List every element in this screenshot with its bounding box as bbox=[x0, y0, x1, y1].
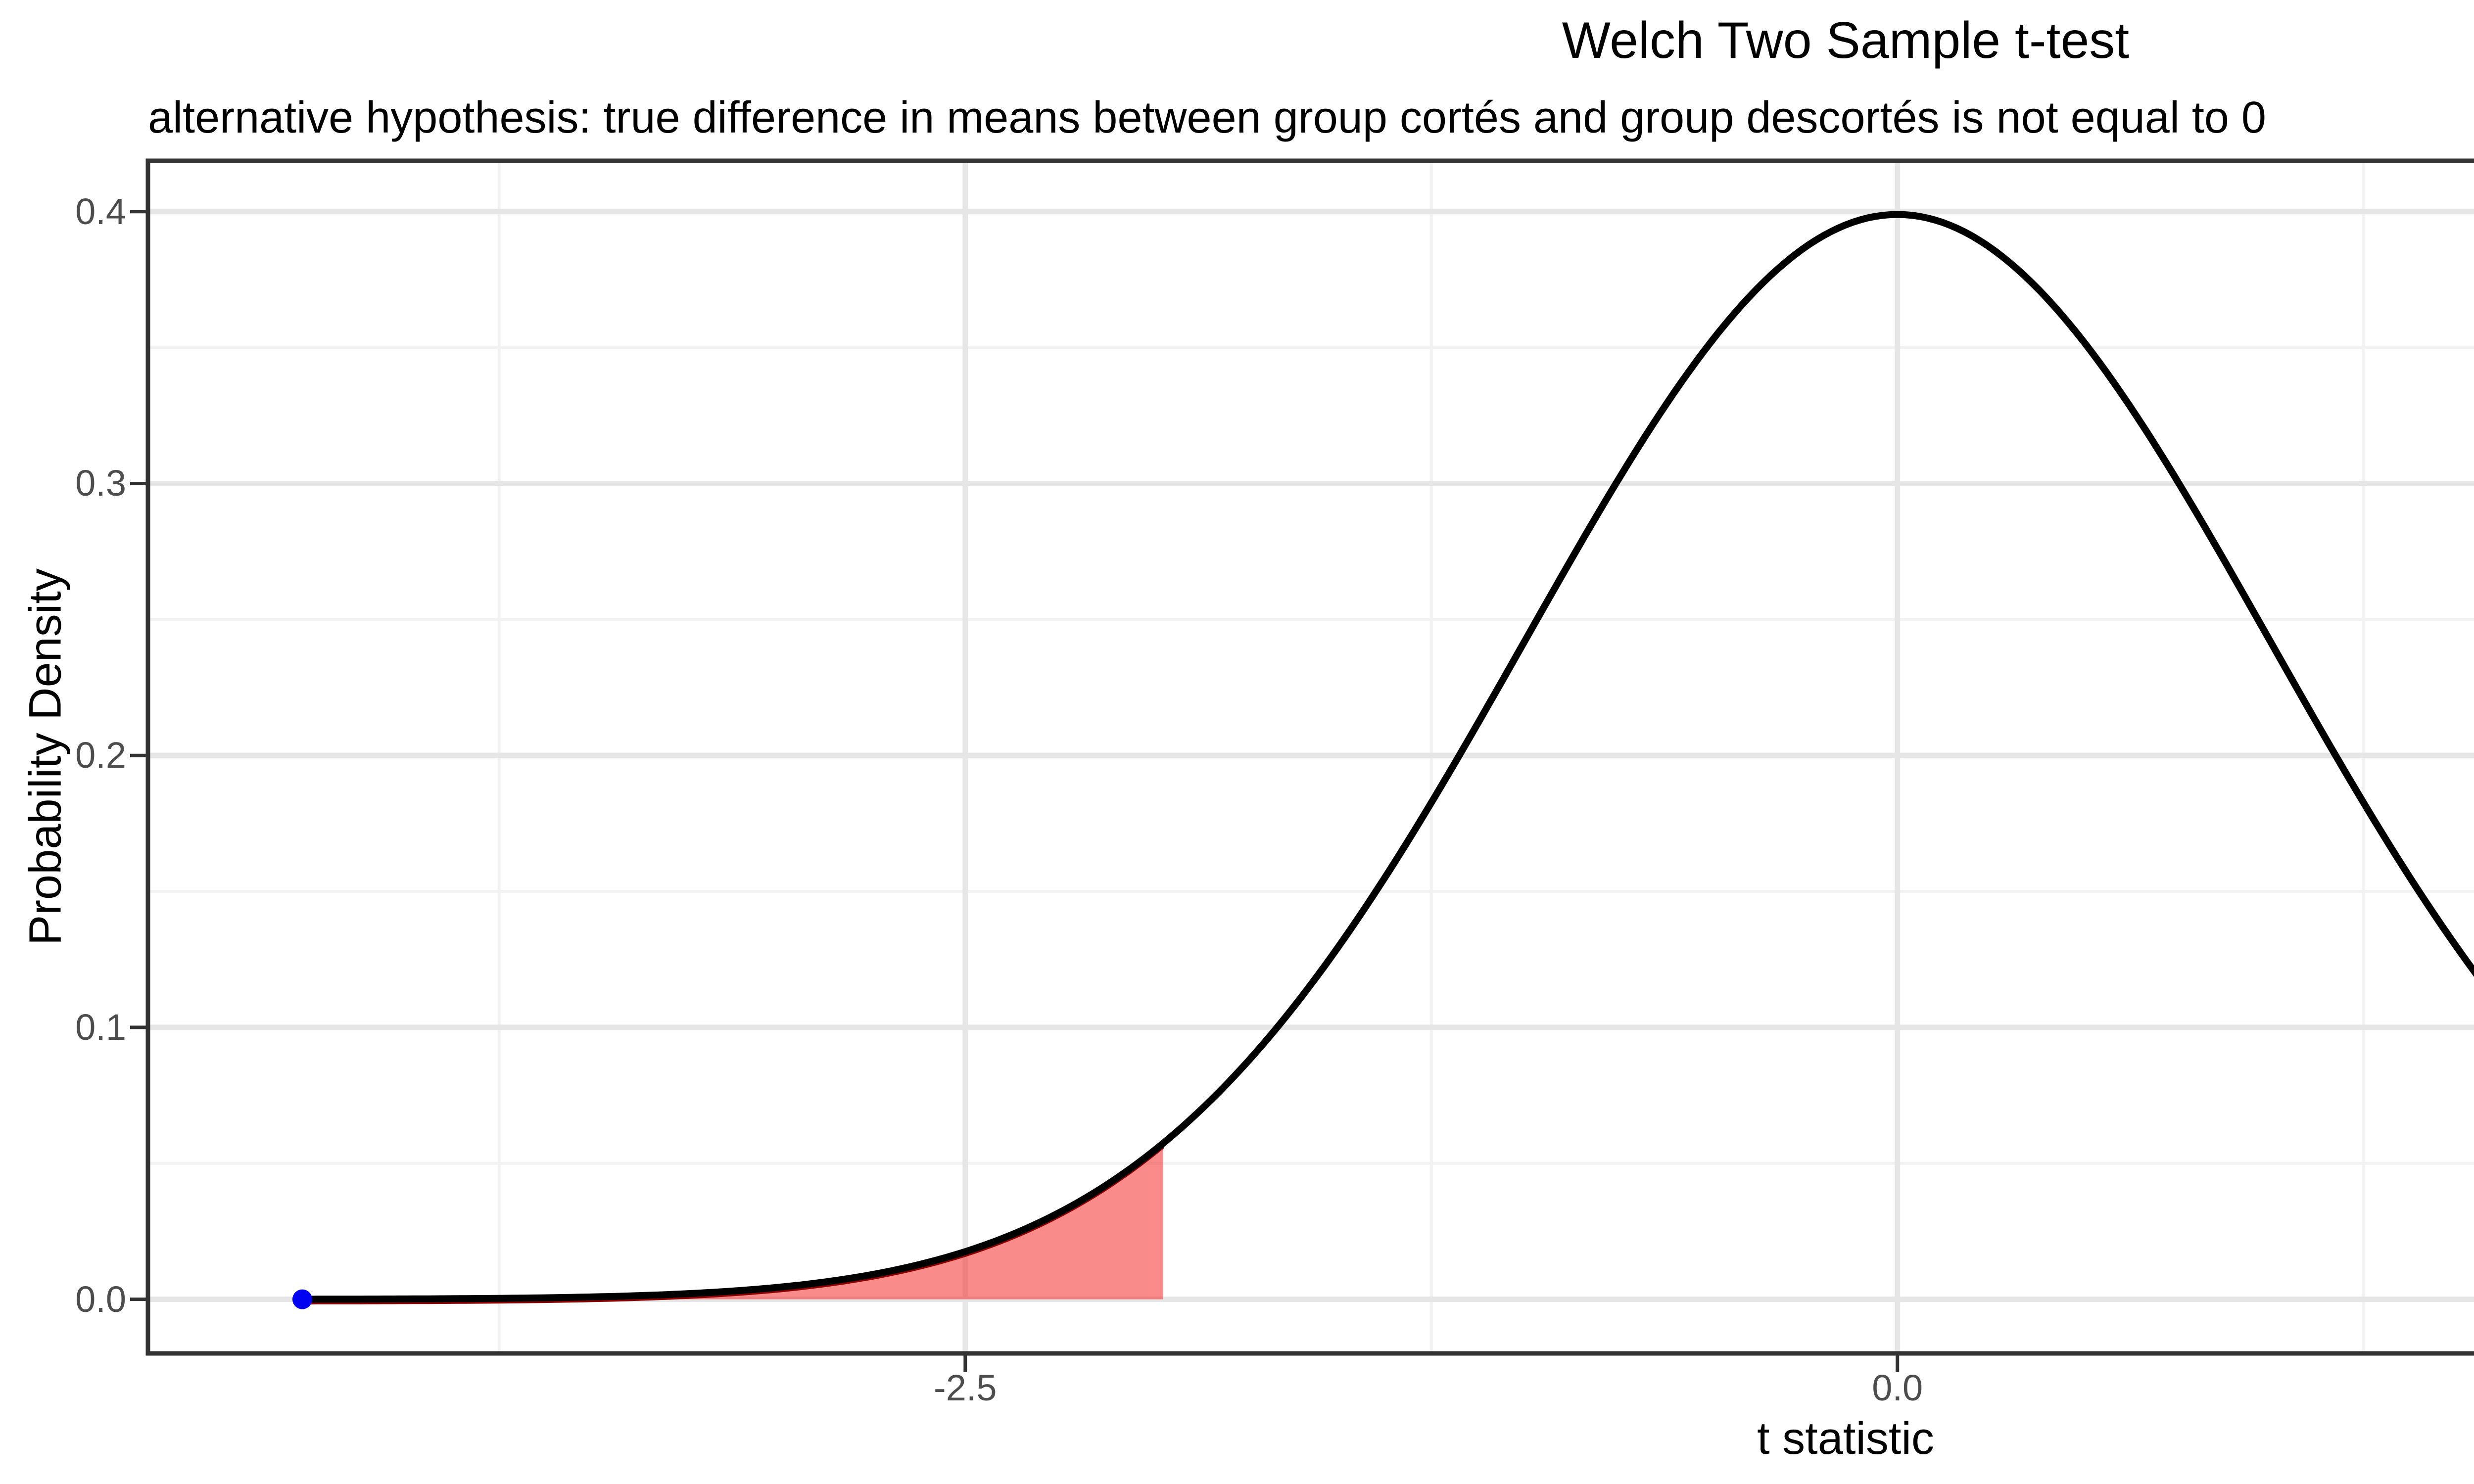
plot-subtitle: alternative hypothesis: true difference … bbox=[148, 93, 2266, 142]
density-curve bbox=[302, 211, 2474, 1303]
observed-t-point bbox=[292, 1289, 312, 1309]
y-tick-label: 0.4 bbox=[75, 190, 126, 232]
plot-title: Welch Two Sample t-test bbox=[1562, 12, 2130, 69]
y-tick-label: 0.3 bbox=[75, 463, 126, 504]
y-tick-label: 0.1 bbox=[75, 1006, 126, 1048]
x-tick-label: -2.5 bbox=[934, 1367, 997, 1408]
y-tick-label: 0.2 bbox=[75, 735, 126, 776]
y-axis-title: Probability Density bbox=[20, 568, 71, 945]
panel-border bbox=[145, 158, 2474, 1356]
x-axis-title: t statistic bbox=[1757, 1413, 1934, 1464]
x-tick-label: 0.0 bbox=[1872, 1367, 1923, 1408]
y-tick-label: 0.0 bbox=[75, 1278, 126, 1320]
significance-label: p < 0.05 bbox=[2454, 1309, 2474, 1354]
